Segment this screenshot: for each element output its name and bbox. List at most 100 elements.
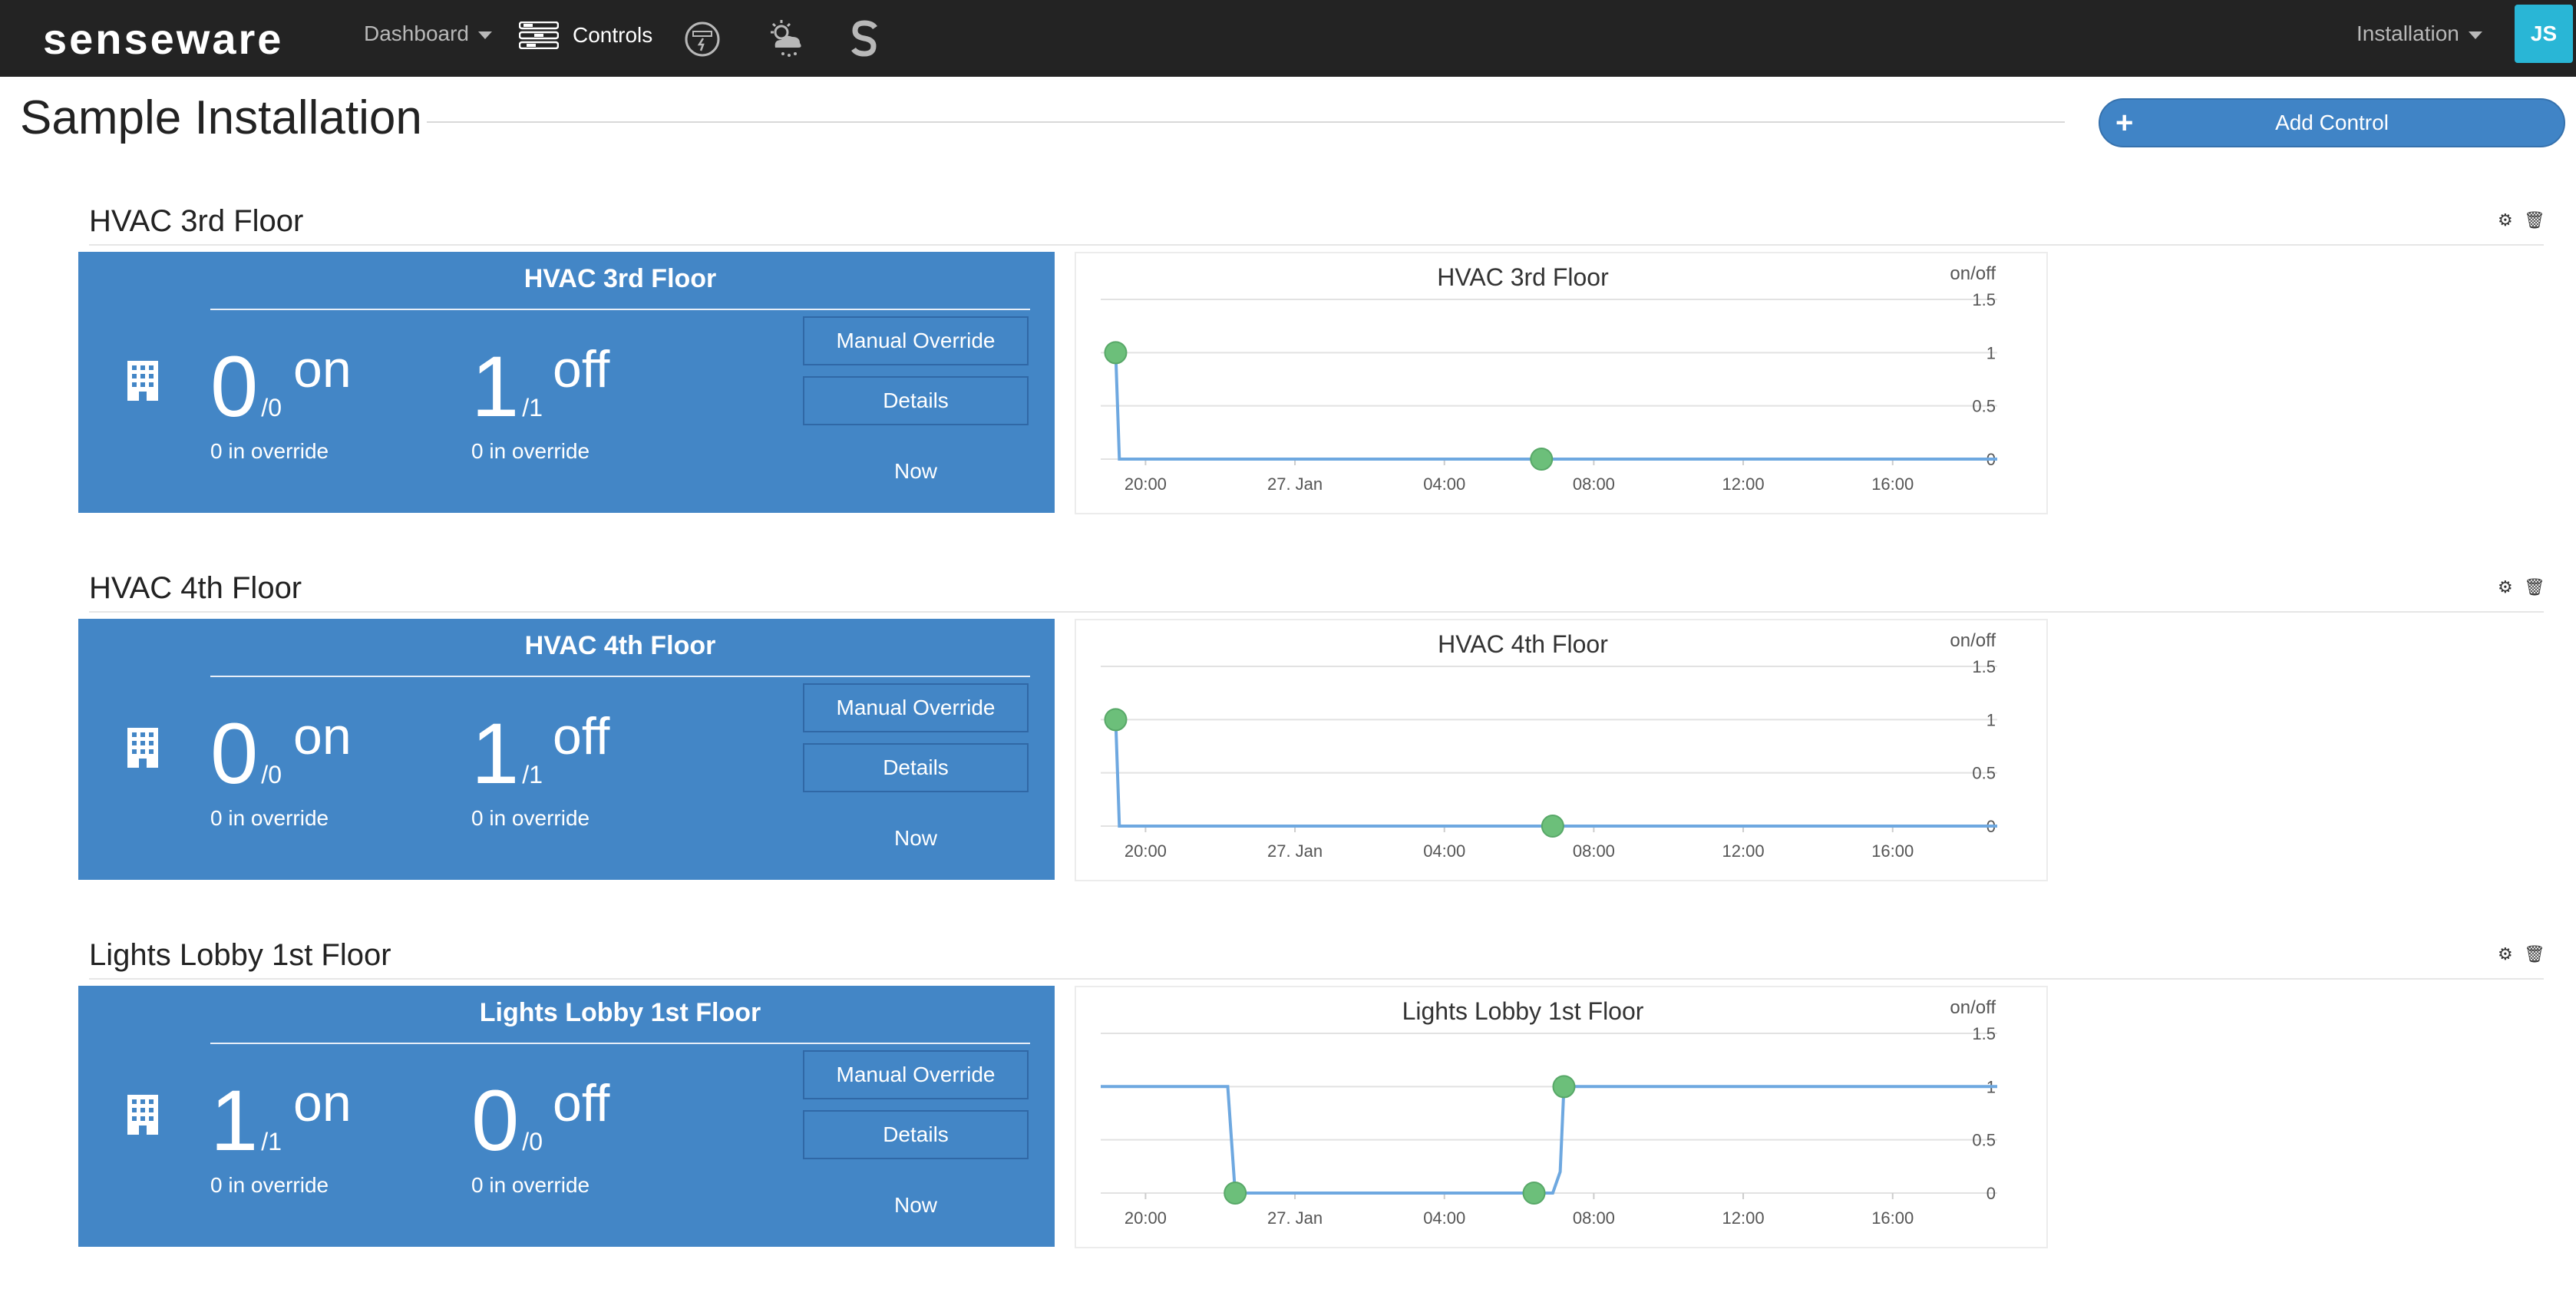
off-total: /1 <box>522 761 543 788</box>
building-icon <box>127 361 158 401</box>
dashboard-menu[interactable]: Dashboard <box>364 21 492 46</box>
y-tick-label: 0.5 <box>1972 1131 1996 1150</box>
status-chart: HVAC 4th Floor on/off 0 0.5 1 1.5 20:00 27. Jan… <box>1075 619 2048 881</box>
now-link[interactable]: Now <box>893 826 937 850</box>
x-tick-label: 16:00 <box>1871 1208 1914 1228</box>
trash-icon[interactable]: 🗑 <box>2524 210 2545 230</box>
manual-override-button[interactable]: Manual Override <box>803 316 1029 365</box>
section-title: HVAC 4th Floor <box>89 571 302 605</box>
off-label: off <box>553 340 610 398</box>
top-nav: senseware Dashboard Controls Installa <box>0 0 2576 77</box>
building-icon <box>127 1095 158 1135</box>
on-count: 0 <box>210 339 259 435</box>
panel-divider <box>210 676 1030 677</box>
on-count: 1 <box>210 1073 259 1168</box>
series-line <box>1114 719 1997 828</box>
on-total: /0 <box>261 394 282 421</box>
senseware-logo[interactable]: senseware <box>43 15 284 63</box>
manual-override-button[interactable]: Manual Override <box>803 683 1029 732</box>
weather-icon[interactable] <box>765 17 807 60</box>
plus-icon: + <box>2115 106 2134 140</box>
x-tick-label: 27. Jan <box>1267 1208 1323 1228</box>
building-icon <box>127 728 158 768</box>
x-tick-label: 27. Jan <box>1267 474 1323 494</box>
section-title: Lights Lobby 1st Floor <box>89 938 391 972</box>
dashboard-label: Dashboard <box>364 21 469 45</box>
x-tick-label: 08:00 <box>1573 841 1615 861</box>
trash-icon[interactable]: 🗑 <box>2524 577 2545 597</box>
y-tick-label: 1.5 <box>1972 290 1996 309</box>
add-control-label: Add Control <box>2275 111 2389 134</box>
data-point <box>1530 448 1554 471</box>
gear-icon[interactable]: ⚙ <box>2498 210 2513 230</box>
x-tick-label: 12:00 <box>1722 841 1765 861</box>
x-tick-label: 04:00 <box>1423 1208 1465 1228</box>
data-point <box>1552 1075 1576 1099</box>
on-total: /0 <box>261 761 282 788</box>
on-count: 0 <box>210 706 259 802</box>
y-tick-label: 1 <box>1986 710 1996 729</box>
panel-title: HVAC 3rd Floor <box>523 264 717 293</box>
details-button[interactable]: Details <box>803 376 1029 425</box>
panel-title: HVAC 4th Floor <box>524 631 716 660</box>
y-axis-label: on/off <box>1950 263 1996 284</box>
data-point <box>1522 1182 1546 1205</box>
page-title: Sample Installation <box>20 91 422 144</box>
y-tick-label: 1.5 <box>1972 657 1996 676</box>
trash-icon[interactable]: 🗑 <box>2524 944 2545 964</box>
off-count: 1 <box>471 706 520 802</box>
section-divider <box>89 978 2544 980</box>
x-tick-label: 08:00 <box>1573 474 1615 494</box>
chart-svg: Lights Lobby 1st Floor on/off00.511.520:0… <box>1101 997 1997 1228</box>
user-avatar[interactable]: JS <box>2515 5 2573 63</box>
details-button[interactable]: Details <box>803 1110 1029 1159</box>
data-point <box>1104 341 1128 365</box>
add-control-button[interactable]: + Add Control <box>2099 98 2565 147</box>
y-tick-label: 1.5 <box>1972 1024 1996 1043</box>
section-divider <box>89 244 2544 246</box>
panel-title: Lights Lobby 1st Floor <box>479 998 761 1027</box>
x-tick-label: 12:00 <box>1722 474 1765 494</box>
section-title: HVAC 3rd Floor <box>89 204 304 238</box>
y-tick-label: 0.5 <box>1972 764 1996 783</box>
off-total: /1 <box>522 394 543 421</box>
off-override: 0 in override <box>471 1173 590 1197</box>
on-total: /1 <box>261 1128 282 1155</box>
y-tick-label: 0 <box>1986 1184 1996 1203</box>
s-logo-icon[interactable] <box>849 20 880 57</box>
x-tick-label: 04:00 <box>1423 841 1465 861</box>
section-divider <box>89 611 2544 613</box>
off-label: off <box>553 1074 610 1132</box>
details-button[interactable]: Details <box>803 743 1029 792</box>
now-link[interactable]: Now <box>893 459 937 483</box>
x-tick-label: 20:00 <box>1125 1208 1167 1228</box>
installation-menu[interactable]: Installation <box>2356 21 2482 46</box>
on-stat: 0/0 on 0 in override <box>210 707 352 830</box>
controls-label: Controls <box>573 23 653 47</box>
chevron-down-icon <box>477 31 492 39</box>
x-tick-label: 16:00 <box>1871 841 1914 861</box>
off-count: 0 <box>471 1073 520 1168</box>
now-link[interactable]: Now <box>893 1193 937 1217</box>
manual-override-button[interactable]: Manual Override <box>803 1050 1029 1099</box>
x-tick-label: 20:00 <box>1125 841 1167 861</box>
x-tick-label: 16:00 <box>1871 474 1914 494</box>
gear-icon[interactable]: ⚙ <box>2498 944 2513 964</box>
on-override: 0 in override <box>210 439 329 463</box>
off-override: 0 in override <box>471 806 590 830</box>
controls-menu[interactable]: Controls <box>519 21 652 49</box>
menu-icon <box>519 21 559 49</box>
on-label: on <box>293 1074 352 1132</box>
chart-title: HVAC 4th Floor <box>1438 630 1608 658</box>
status-chart: Lights Lobby 1st Floor on/off 0 0.5 1 1.5 20:0… <box>1075 986 2048 1248</box>
off-override: 0 in override <box>471 439 590 463</box>
gear-icon[interactable]: ⚙ <box>2498 577 2513 597</box>
series-line <box>1114 352 1997 461</box>
control-panel: Lights Lobby 1st Floor 1/1 on 0 in overr… <box>78 986 1055 1247</box>
y-tick-label: 1 <box>1986 343 1996 362</box>
x-tick-label: 04:00 <box>1423 474 1465 494</box>
off-stat: 1/1 off 0 in override <box>471 340 609 463</box>
power-meter-icon[interactable] <box>683 20 722 58</box>
x-tick-label: 08:00 <box>1573 1208 1615 1228</box>
